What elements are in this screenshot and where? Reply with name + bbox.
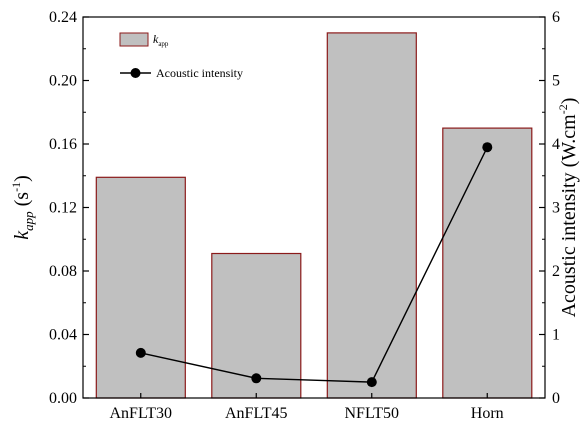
right-tick-label: 0 (552, 390, 560, 407)
acoustic-point-anflt30 (135, 347, 146, 358)
right-axis-title: Acoustic intensity (W.cm-2) (556, 98, 580, 318)
right-tick-label: 3 (552, 200, 560, 217)
right-tick-label: 2 (552, 263, 560, 280)
left-tick-label: 0.16 (49, 136, 77, 153)
right-tick-label: 4 (552, 136, 560, 153)
bar-anflt30 (95, 176, 186, 399)
x-tick-label: AnFLT45 (225, 405, 288, 422)
acoustic-intensity-line (140, 146, 488, 383)
x-tick-label: AnFLT30 (109, 405, 172, 422)
left-tick-label: 0.08 (49, 263, 77, 280)
acoustic-point-anflt45 (251, 373, 262, 384)
x-tick-label: NFLT50 (344, 405, 399, 422)
left-tick-label: 0.20 (49, 73, 77, 90)
legend-point-swatch (130, 68, 141, 78)
acoustic-point-nflt50 (366, 377, 377, 388)
right-tick-label: 6 (552, 9, 560, 26)
legend-kapp-label: kapp (153, 32, 169, 48)
bar-horn (442, 127, 533, 399)
right-tick-label: 5 (552, 73, 560, 90)
left-axis-title: kapp (s-1) (9, 175, 36, 240)
legend-bar-swatch (119, 32, 149, 47)
legend-acoustic-label: Acoustic intensity (156, 66, 243, 80)
left-tick-label: 0.12 (49, 200, 77, 217)
acoustic-point-horn (482, 142, 493, 153)
left-tick-label: 0.24 (49, 9, 77, 26)
left-tick-label: 0.04 (49, 327, 77, 344)
right-tick-label: 1 (552, 327, 560, 344)
left-tick-label: 0.00 (49, 390, 77, 407)
bar-nflt50 (326, 32, 417, 399)
x-tick-label: Horn (471, 405, 504, 422)
